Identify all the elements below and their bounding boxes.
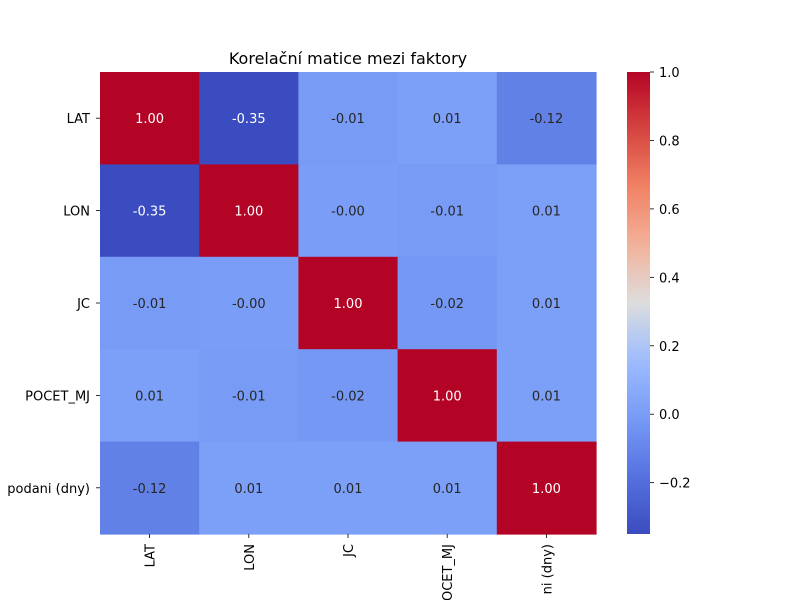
cell-value-label: -0.35 — [232, 112, 266, 127]
heatmap-cell — [397, 256, 498, 350]
y-tick-label: LON — [63, 205, 90, 220]
colorbar — [627, 72, 650, 534]
cell-value-label: -0.01 — [133, 297, 167, 312]
cell-value-label: -0.01 — [430, 205, 464, 220]
cell-value-label: 0.01 — [334, 482, 363, 497]
colorbar-tick-label: 0.0 — [659, 408, 680, 423]
heatmap-cell — [298, 441, 399, 535]
colorbar-tick-label: 0.2 — [659, 340, 680, 355]
x-axis: LAT LON JC POCET_MJ ni (dny) — [144, 534, 555, 600]
cell-value-label: -0.02 — [430, 297, 464, 312]
heatmap-cell — [397, 72, 498, 165]
cell-value-label: 1.00 — [532, 482, 561, 497]
x-tick-label: LAT — [144, 544, 159, 567]
cell-value-label: 0.01 — [433, 482, 462, 497]
x-tick-label: POCET_MJ — [441, 544, 456, 600]
y-tick-label: JC — [76, 297, 90, 312]
cell-value-label: -0.01 — [331, 112, 365, 127]
colorbar-tick-label: 0.6 — [659, 203, 680, 218]
heatmap-cell — [496, 256, 597, 350]
heatmap-cell — [496, 441, 597, 535]
cell-value-label: 1.00 — [433, 389, 462, 404]
heatmap-cell-annotations: 1.00 -0.35 -0.01 0.01 -0.12 -0.35 1.00 -0.00 -0.… — [133, 112, 563, 497]
heatmap-cell — [100, 349, 200, 443]
cell-value-label: 0.01 — [532, 297, 561, 312]
heatmap-cell — [397, 441, 498, 535]
cell-value-label: -0.02 — [331, 389, 365, 404]
heatmap-cell — [199, 164, 299, 258]
cell-value-label: 1.00 — [234, 205, 263, 220]
heatmap-cell — [496, 164, 597, 258]
colorbar-tick-label: 0.8 — [659, 134, 680, 149]
cell-value-label: 0.01 — [433, 112, 462, 127]
colorbar-tick-label: −0.2 — [659, 477, 691, 492]
heatmap-cell — [397, 164, 498, 258]
cell-value-label: -0.35 — [133, 205, 167, 220]
heatmap-cell — [199, 441, 299, 535]
heatmap-cell — [496, 72, 597, 165]
colorbar-tick-label: 1.0 — [659, 66, 680, 81]
cell-value-label: -0.00 — [232, 297, 266, 312]
heatmap-cell — [298, 72, 399, 165]
heatmap-cells — [100, 72, 597, 535]
cell-value-label: 0.01 — [532, 205, 561, 220]
heatmap-cell — [100, 164, 200, 258]
colorbar-axis: 1.0 0.8 0.6 0.4 0.2 0.0 −0.2 — [650, 66, 691, 492]
cell-value-label: 0.01 — [532, 389, 561, 404]
heatmap-cell — [100, 441, 200, 535]
heatmap-cell — [100, 72, 200, 165]
cell-value-label: 1.00 — [135, 112, 164, 127]
heatmap-cell — [298, 164, 399, 258]
chart-title: Korelační matice mezi faktory — [229, 49, 467, 68]
cell-value-label: -0.12 — [133, 482, 167, 497]
heatmap-cell — [298, 349, 399, 443]
cell-value-label: 0.01 — [234, 482, 263, 497]
heatmap-cell — [100, 256, 200, 350]
cell-value-label: 1.00 — [334, 297, 363, 312]
colorbar-tick-label: 0.4 — [659, 271, 680, 286]
heatmap-cell — [397, 349, 498, 443]
x-tick-label: ni (dny) — [540, 544, 555, 594]
heatmap-cell — [298, 256, 399, 350]
heatmap-cell — [199, 349, 299, 443]
y-tick-label: LAT — [67, 112, 90, 127]
heatmap-cell — [199, 72, 299, 165]
x-tick-label: LON — [243, 544, 258, 571]
cell-value-label: 0.01 — [135, 389, 164, 404]
heatmap-cell — [496, 349, 597, 443]
cell-value-label: -0.00 — [331, 205, 365, 220]
cell-value-label: -0.12 — [530, 112, 564, 127]
heatmap-cell — [199, 256, 299, 350]
y-tick-label: POCET_MJ — [25, 389, 90, 404]
y-tick-label: podani (dny) — [7, 482, 90, 497]
cell-value-label: -0.01 — [232, 389, 266, 404]
x-tick-label: JC — [342, 544, 357, 558]
